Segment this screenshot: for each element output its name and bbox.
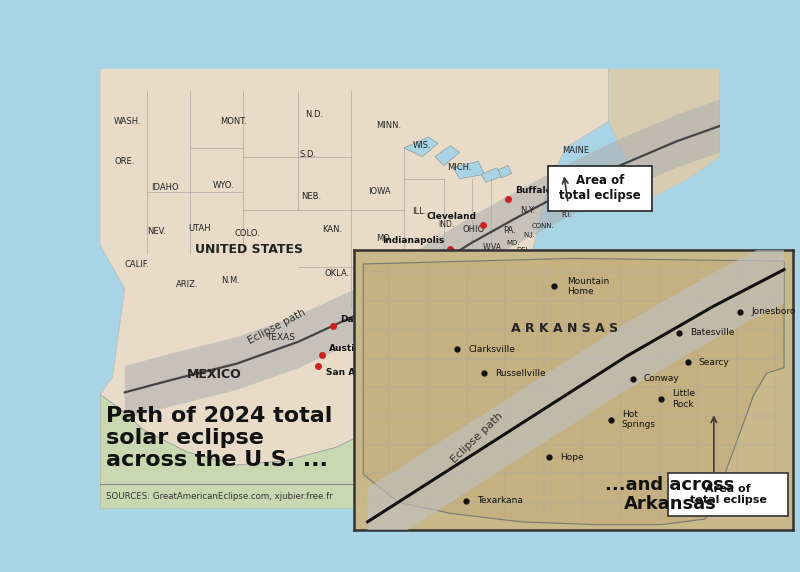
Text: CONN.: CONN. (531, 223, 554, 229)
Polygon shape (435, 146, 459, 165)
Text: N.M.: N.M. (221, 276, 240, 284)
Text: Russellville: Russellville (494, 369, 546, 378)
Text: Jonesboro: Jonesboro (751, 307, 795, 316)
Polygon shape (482, 168, 502, 182)
Text: MINN.: MINN. (376, 121, 401, 130)
Text: Cleveland: Cleveland (427, 212, 477, 221)
Text: Buffalo: Buffalo (515, 186, 552, 195)
Text: OKLA.: OKLA. (324, 269, 350, 278)
Polygon shape (404, 137, 438, 157)
Text: IDAHO: IDAHO (151, 183, 179, 192)
Text: Hope: Hope (561, 453, 584, 462)
Text: MO.: MO. (376, 234, 392, 243)
Text: MEXICO: MEXICO (187, 368, 242, 382)
Text: Batesville: Batesville (690, 328, 734, 337)
Text: CALIF.: CALIF. (125, 260, 150, 269)
Text: Eclipse path: Eclipse path (246, 307, 307, 345)
Text: ILL.: ILL. (412, 207, 426, 216)
Text: VA.: VA. (501, 259, 514, 268)
Text: Little
Rock: Little Rock (672, 390, 695, 409)
Text: VT.: VT. (549, 165, 560, 174)
Text: S.D.: S.D. (299, 150, 316, 159)
Text: PA.: PA. (502, 226, 516, 235)
Text: ARK.: ARK. (380, 279, 400, 288)
Text: Hot
Springs: Hot Springs (622, 410, 656, 429)
Polygon shape (100, 395, 410, 509)
Text: N.D.: N.D. (305, 110, 323, 120)
Text: Indianapolis: Indianapolis (382, 236, 444, 245)
Text: Austin: Austin (330, 344, 362, 353)
Text: Conway: Conway (644, 375, 679, 383)
Polygon shape (454, 161, 485, 178)
Text: MASS.: MASS. (547, 204, 570, 213)
Text: N.H.: N.H. (558, 188, 573, 194)
Text: Area of
total eclipse: Area of total eclipse (690, 484, 766, 505)
Text: UTAH: UTAH (188, 224, 210, 233)
Text: N.Y.: N.Y. (520, 206, 535, 215)
Text: Eclipse path: Eclipse path (450, 411, 505, 465)
Polygon shape (498, 165, 512, 178)
Text: MISS.: MISS. (402, 293, 423, 302)
Text: DEL.: DEL. (516, 247, 532, 253)
Text: R.I.: R.I. (562, 212, 572, 219)
Text: WYO.: WYO. (213, 181, 235, 190)
Text: UNITED STATES: UNITED STATES (195, 243, 302, 256)
Polygon shape (363, 259, 784, 525)
Text: WIS.: WIS. (413, 141, 432, 150)
Polygon shape (100, 69, 720, 201)
Text: ORE.: ORE. (114, 157, 135, 166)
Text: IOWA: IOWA (368, 188, 390, 196)
Text: NEB.: NEB. (301, 192, 321, 201)
Text: San Antonio: San Antonio (326, 368, 388, 377)
Text: ...and across
Arkansas: ...and across Arkansas (606, 476, 734, 514)
Text: COLO.: COLO. (234, 229, 261, 239)
FancyBboxPatch shape (668, 473, 789, 516)
Text: MICH.: MICH. (447, 163, 472, 172)
Text: MD.: MD. (506, 240, 520, 245)
FancyBboxPatch shape (548, 166, 653, 211)
Text: SOURCES: GreatAmericanEclipse.com, xjubier.free.fr: SOURCES: GreatAmericanEclipse.com, xjubi… (106, 492, 333, 501)
Text: KAN.: KAN. (322, 225, 342, 234)
Text: TEXAS: TEXAS (266, 333, 295, 342)
Text: A R K A N S A S: A R K A N S A S (511, 322, 618, 335)
Text: Clarksville: Clarksville (468, 345, 515, 354)
Text: Texarkana: Texarkana (477, 496, 523, 505)
Text: LA.: LA. (386, 307, 400, 315)
Polygon shape (367, 236, 784, 555)
Text: Arkansas Democrat-Gazette/KIRK MONTGOMERY: Arkansas Democrat-Gazette/KIRK MONTGOMER… (503, 492, 714, 501)
Text: Mountain
Home: Mountain Home (567, 277, 610, 296)
Text: MAINE: MAINE (562, 146, 590, 154)
Text: MONT.: MONT. (220, 117, 246, 126)
Text: WASH.: WASH. (114, 117, 142, 126)
Text: NEV.: NEV. (148, 227, 166, 236)
Text: KY.: KY. (443, 253, 454, 263)
Text: Searcy: Searcy (698, 358, 730, 367)
Text: Area of
total eclipse: Area of total eclipse (559, 174, 642, 202)
Text: W.VA.: W.VA. (483, 244, 504, 252)
Polygon shape (125, 100, 720, 419)
Text: N.J.: N.J. (523, 232, 535, 238)
Polygon shape (608, 157, 720, 509)
Polygon shape (100, 69, 608, 465)
Text: IND.: IND. (438, 220, 454, 229)
Text: Path of 2024 total
solar eclipse
across the U.S. ...: Path of 2024 total solar eclipse across … (106, 406, 333, 470)
Text: Dallas: Dallas (340, 315, 371, 324)
Text: ARIZ.: ARIZ. (175, 280, 198, 289)
Text: OHIO: OHIO (462, 225, 485, 234)
